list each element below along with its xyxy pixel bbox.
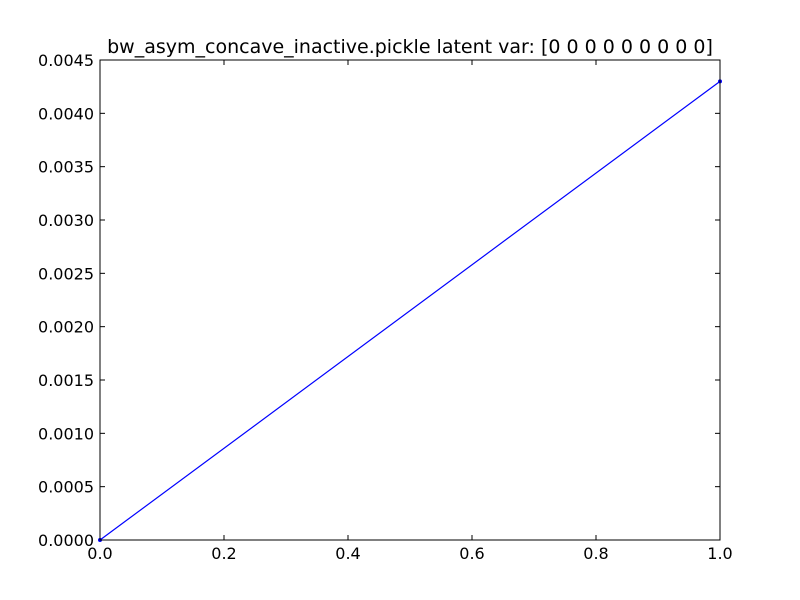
y-tick-label: 0.0035 [38,158,94,177]
x-tick-label: 0.4 [335,544,360,563]
axis-ticks: 0.0 0.2 0.4 0.6 0.8 1.0 0.0000 0.0005 0.0010 0.00… [38,51,733,563]
axes-frame [99,59,721,541]
x-tick-label: 0.0 [87,544,112,563]
x-tick-label: 0.8 [583,544,608,563]
y-tick-label: 0.0015 [38,371,94,390]
y-tick-label: 0.0020 [38,318,94,337]
plot-area [98,79,722,542]
y-tick-label: 0.0040 [38,104,94,123]
y-tick-label: 0.0005 [38,478,94,497]
series-line [99,80,721,541]
y-tick-label: 0.0010 [38,424,94,443]
x-tick-label: 0.2 [211,544,236,563]
y-tick-label: 0.0025 [38,264,94,283]
x-tick-label: 0.6 [459,544,484,563]
y-tick-label: 0.0030 [38,211,94,230]
chart-title: bw_asym_concave_inactive.pickle latent v… [107,36,713,58]
y-tick-label: 0.0045 [38,51,94,70]
y-tick-label: 0.0000 [38,531,94,550]
x-tick-label: 1.0 [707,544,732,563]
